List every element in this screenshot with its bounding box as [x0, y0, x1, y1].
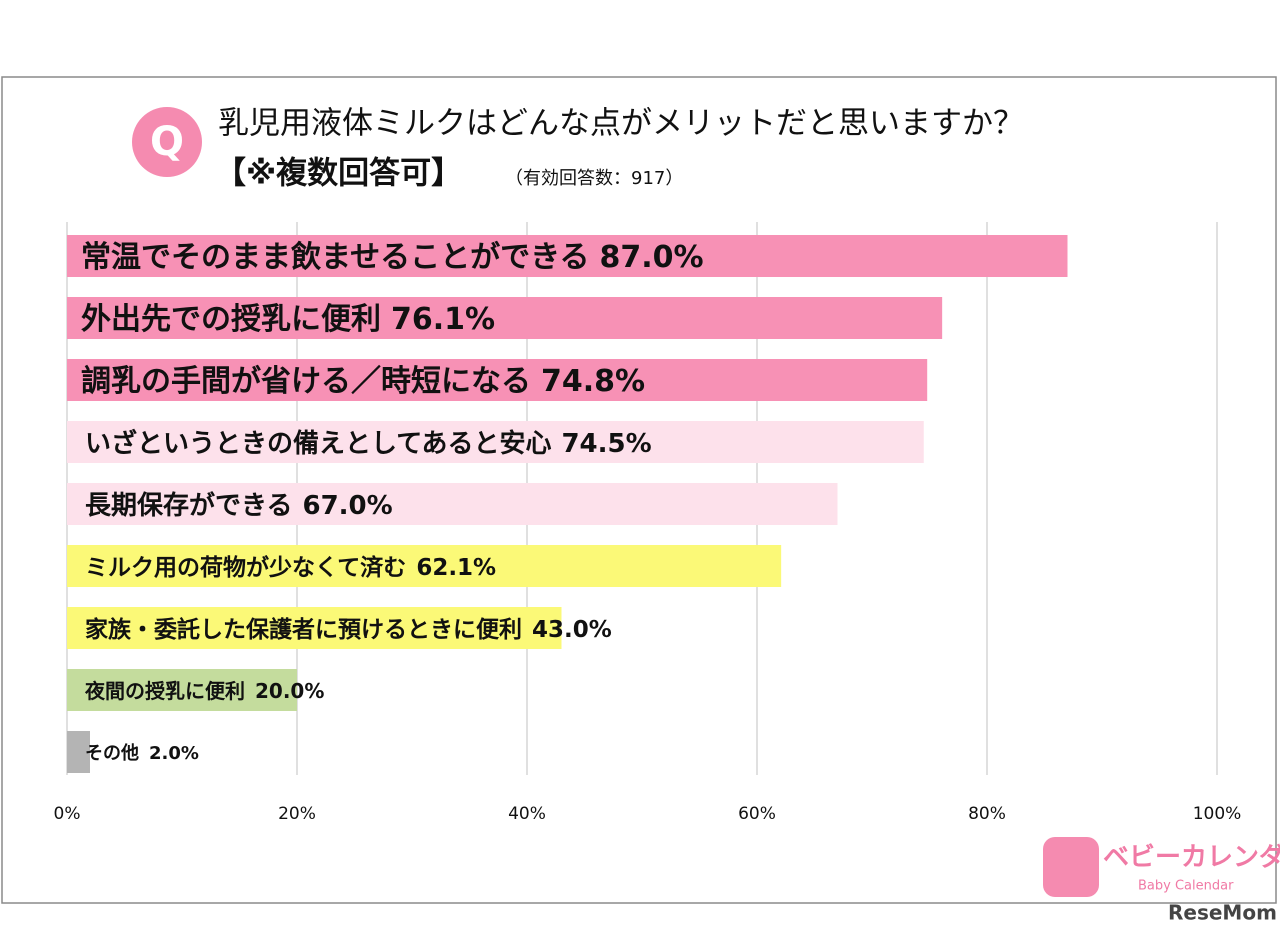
value-label: 43.0% [532, 617, 612, 643]
bar [67, 297, 943, 339]
category-label: 外出先での授乳に便利 [81, 302, 381, 337]
value-label: 74.8% [541, 364, 645, 399]
bar-label: 外出先での授乳に便利 76.1% [81, 302, 495, 337]
category-label: 調乳の手間が省ける／時短になる [81, 364, 531, 399]
chart-title: 乳児用液体ミルクはどんな点がメリットだと思いますか？ [218, 106, 1024, 142]
x-tick-label: 20% [278, 804, 316, 824]
bar-label: その他 2.0% [85, 742, 199, 764]
category-label: ミルク用の荷物が少なくて済む [85, 554, 406, 581]
bar-label: ミルク用の荷物が少なくて済む 62.1% [85, 554, 496, 581]
bar-label: 常温でそのまま飲ませることができる 87.0% [81, 240, 704, 275]
category-label: 夜間の授乳に便利 [84, 679, 245, 703]
logo-text: ベビーカレンダー [1103, 842, 1280, 873]
bar [67, 235, 1068, 277]
bar-label: 夜間の授乳に便利 20.0% [84, 679, 324, 703]
x-tick-label: 60% [738, 804, 776, 824]
chart-subtitle: 【※複数回答可】 [215, 156, 462, 192]
bar-label: 調乳の手間が省ける／時短になる 74.8% [81, 364, 645, 399]
bar-label: 家族・委託した保護者に預けるときに便利 43.0% [85, 616, 612, 643]
x-tick-label: 100% [1193, 804, 1242, 824]
x-tick-label: 80% [968, 804, 1006, 824]
logo-icon [1043, 837, 1099, 897]
category-label: その他 [85, 742, 139, 764]
value-label: 87.0% [600, 240, 704, 275]
value-label: 74.5% [561, 429, 651, 459]
value-label: 76.1% [391, 302, 495, 337]
badge-circle [132, 107, 202, 177]
bar [67, 359, 928, 401]
category-label: 常温でそのまま飲ませることができる [81, 240, 590, 275]
category-label: 長期保存ができる [85, 490, 292, 521]
value-label: 62.1% [416, 555, 496, 581]
bar-label: いざというときの備えとしてあると安心 74.5% [85, 428, 652, 459]
badge-text: Q [150, 119, 184, 165]
x-tick-label: 0% [54, 804, 81, 824]
watermark: ReseMom [1168, 901, 1277, 925]
category-label: いざというときの備えとしてあると安心 [85, 428, 551, 459]
bar [67, 483, 838, 525]
logo-subtext: Baby Calendar [1138, 879, 1234, 894]
bar [67, 545, 782, 587]
chart-note: （有効回答数：917） [505, 168, 683, 189]
x-tick-label: 40% [508, 804, 546, 824]
bar [67, 421, 924, 463]
bar [67, 669, 297, 711]
value-label: 20.0% [255, 679, 324, 703]
bar-label: 長期保存ができる 67.0% [85, 490, 393, 521]
category-label: 家族・委託した保護者に預けるときに便利 [85, 616, 522, 643]
bar [67, 607, 562, 649]
bar [67, 731, 90, 773]
value-label: 67.0% [302, 491, 392, 521]
value-label: 2.0% [149, 743, 199, 764]
